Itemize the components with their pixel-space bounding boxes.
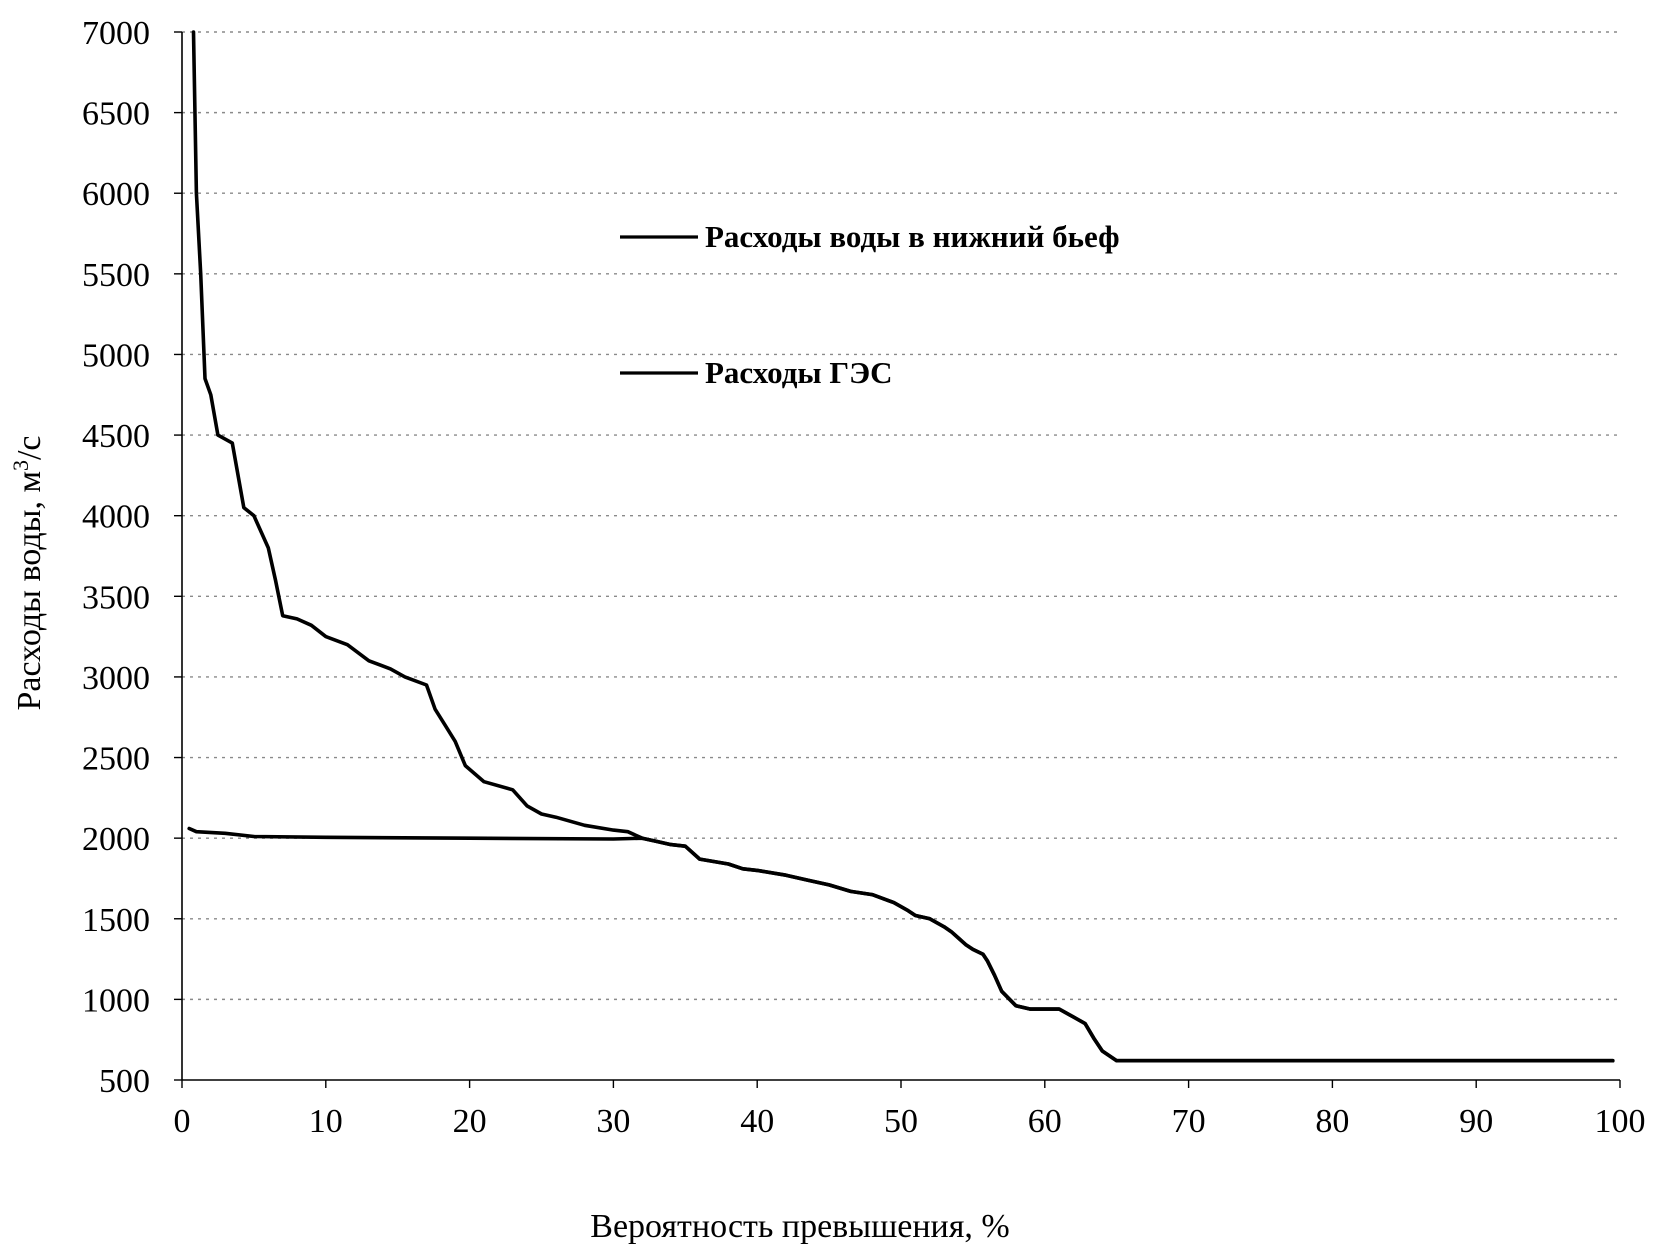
- y-axis-title-superscript: 3: [8, 460, 33, 471]
- x-tick-label-90: 90: [1459, 1103, 1493, 1140]
- y-axis-title: Расходы воды, м3/с: [8, 435, 48, 710]
- y-tick-label-6000: 6000: [82, 176, 150, 213]
- grid: [182, 31, 1620, 1001]
- y-tick-label-1000: 1000: [82, 982, 150, 1019]
- y-tick-label-3000: 3000: [82, 660, 150, 697]
- x-tick-label-0: 0: [174, 1103, 191, 1140]
- legend: Расходы воды в нижний бьеф Расходы ГЭС: [620, 219, 1120, 390]
- y-tick-label-4000: 4000: [82, 499, 150, 536]
- x-tick-label-40: 40: [740, 1103, 774, 1140]
- x-tick-label-100: 100: [1595, 1103, 1646, 1140]
- legend-label-hpp: Расходы ГЭС: [705, 355, 892, 390]
- y-tick-label-4500: 4500: [82, 418, 150, 455]
- y-tick-label-500: 500: [99, 1063, 150, 1100]
- y-tick-label-3500: 3500: [82, 579, 150, 616]
- axes: 5001000150020002500300035004000450050005…: [82, 15, 1646, 1140]
- y-tick-label-7000: 7000: [82, 15, 150, 52]
- y-axis-title-main: Расходы воды, м: [11, 471, 48, 711]
- series-layer: [187, 30, 1615, 1063]
- y-tick-label-1500: 1500: [82, 902, 150, 939]
- x-axis-title: Вероятность превышения, %: [590, 1208, 1009, 1245]
- x-tick-label-50: 50: [884, 1103, 918, 1140]
- x-tick-label-20: 20: [453, 1103, 487, 1140]
- y-tick-label-2000: 2000: [82, 821, 150, 858]
- y-tick-label-2500: 2500: [82, 741, 150, 778]
- x-tick-label-60: 60: [1028, 1103, 1062, 1140]
- x-tick-label-70: 70: [1172, 1103, 1206, 1140]
- y-axis-title-unit: /с: [11, 435, 48, 460]
- x-tick-label-30: 30: [596, 1103, 630, 1140]
- x-tick-label-80: 80: [1315, 1103, 1349, 1140]
- y-tick-label-5500: 5500: [82, 257, 150, 294]
- x-tick-label-10: 10: [309, 1103, 343, 1140]
- legend-label-lower-pool: Расходы воды в нижний бьеф: [705, 219, 1120, 254]
- y-tick-label-5000: 5000: [82, 337, 150, 374]
- y-tick-label-6500: 6500: [82, 96, 150, 133]
- series-line-hpp: [187, 826, 1615, 1063]
